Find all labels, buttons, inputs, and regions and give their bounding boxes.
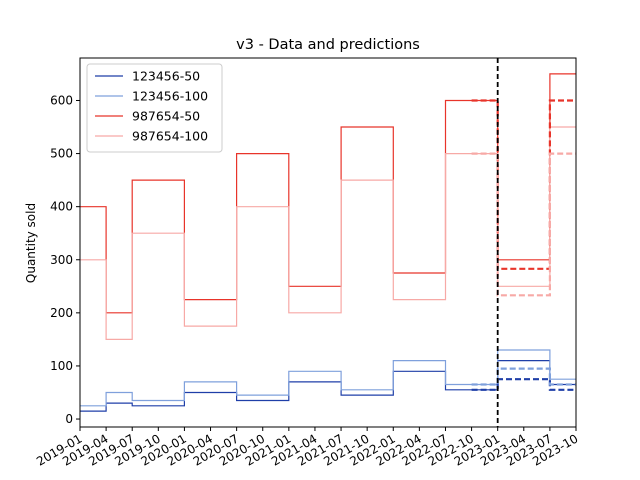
axes-frame — [79, 57, 577, 428]
y-tick-label: 100 — [50, 359, 73, 373]
series-line-987654-50 — [80, 73, 576, 314]
y-tick-label: 300 — [50, 253, 73, 267]
y-tick-label: 0 — [65, 412, 73, 426]
legend-label-987654-100: 987654-100 — [132, 129, 208, 144]
y-tick-label: 600 — [50, 93, 73, 107]
plot-area — [80, 58, 576, 427]
legend: 123456-50 123456-100 987654-50 987654-100 — [86, 63, 223, 153]
y-tick-label: 200 — [50, 306, 73, 320]
series-group — [80, 58, 576, 427]
chart-title: v3 - Data and predictions — [236, 37, 420, 53]
prediction-line-2 — [471, 367, 576, 386]
legend-label-987654-50: 987654-50 — [132, 109, 200, 124]
prediction-line-4 — [471, 152, 576, 297]
legend-label-123456-100: 123456-100 — [132, 89, 208, 104]
prediction-line-1 — [471, 378, 576, 391]
legend-label-123456-50: 123456-50 — [132, 69, 200, 84]
y-tick-label: 500 — [50, 147, 73, 161]
y-tick-label: 400 — [50, 200, 73, 214]
y-axis-label: Quantity sold — [24, 203, 38, 283]
prediction-line-3 — [471, 99, 576, 270]
legend-box — [86, 63, 223, 153]
